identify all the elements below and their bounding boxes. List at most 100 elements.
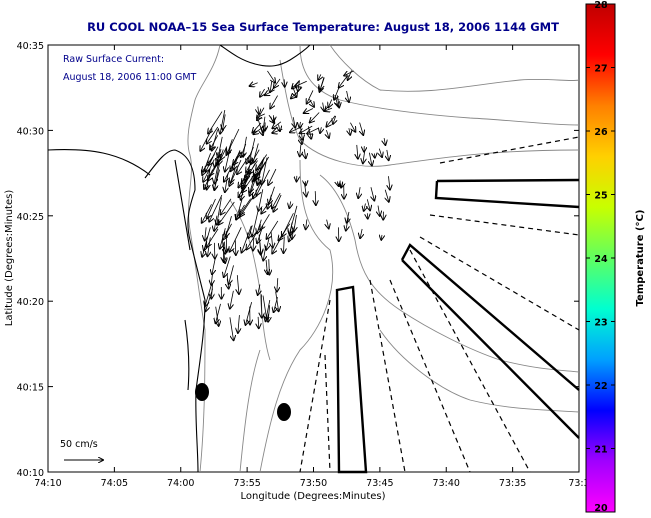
current-vector xyxy=(254,161,266,180)
current-vector xyxy=(301,127,303,140)
current-vector xyxy=(250,83,258,86)
current-vector xyxy=(289,201,290,208)
current-vector xyxy=(205,227,206,240)
current-vector xyxy=(358,187,360,198)
current-vector xyxy=(267,70,275,83)
current-vector xyxy=(360,122,364,135)
current-vector xyxy=(349,128,350,135)
y-tick-label: 40:35 xyxy=(17,41,44,52)
current-vector xyxy=(304,182,306,197)
current-vector xyxy=(220,110,226,134)
current-vector xyxy=(222,239,225,263)
y-tick-label: 40:10 xyxy=(17,468,44,479)
current-vector xyxy=(274,78,281,88)
current-vector xyxy=(205,285,212,306)
current-vector xyxy=(262,295,267,319)
colorbar-tick-label: 27 xyxy=(594,64,607,75)
current-vector xyxy=(258,284,260,294)
current-vector xyxy=(369,152,371,166)
current-vector xyxy=(241,143,247,157)
current-vector xyxy=(357,144,358,159)
current-vector xyxy=(257,219,262,234)
current-vector xyxy=(283,236,284,253)
sample-boxes xyxy=(335,178,580,474)
current-vector xyxy=(218,136,223,158)
current-vector xyxy=(207,126,219,144)
current-vector xyxy=(326,115,336,127)
current-vector xyxy=(221,198,232,215)
current-vector xyxy=(367,199,370,210)
current-vector xyxy=(207,237,210,256)
colorbar-tick-label: 28 xyxy=(594,0,608,11)
legend-line-2: August 18, 2006 11:00 GMT xyxy=(63,72,197,83)
current-vector xyxy=(320,127,321,133)
current-vector xyxy=(266,238,269,249)
current-vector xyxy=(223,223,232,240)
current-vector xyxy=(279,124,280,131)
scale-label: 50 cm/s xyxy=(60,439,98,450)
current-vector xyxy=(384,138,385,145)
current-vector xyxy=(214,163,219,184)
current-vector xyxy=(216,303,221,323)
current-vector xyxy=(272,121,282,129)
current-vector xyxy=(253,124,266,134)
colorbar-tick-label: 25 xyxy=(594,191,607,202)
current-vector xyxy=(245,301,253,325)
current-vector xyxy=(378,205,380,216)
current-vector xyxy=(328,99,331,108)
current-vector xyxy=(260,214,270,229)
current-vector xyxy=(259,234,261,255)
current-vector xyxy=(210,135,219,149)
current-vector xyxy=(223,114,226,129)
current-vector xyxy=(320,76,324,90)
current-vector xyxy=(277,278,278,291)
current-vector xyxy=(304,108,314,114)
current-vector xyxy=(387,149,389,160)
current-vector xyxy=(347,90,349,102)
x-tick-label: 74:05 xyxy=(101,478,128,489)
current-vector xyxy=(371,187,374,200)
plot-frame xyxy=(47,44,580,473)
current-vector xyxy=(229,265,234,284)
x-axis-label: Longitude (Degrees:Minutes) xyxy=(240,491,385,502)
current-vector xyxy=(268,305,270,322)
y-axis-ticks: 40:35 40:30 40:25 40:20 40:15 40:10 xyxy=(17,41,579,479)
current-vector xyxy=(238,315,240,333)
y-axis-label: Latitude (Degrees:Minutes) xyxy=(4,190,15,327)
transect-lines xyxy=(299,136,580,473)
current-vector xyxy=(276,291,279,312)
current-vector xyxy=(364,203,366,211)
current-vector xyxy=(337,95,339,107)
current-vector xyxy=(294,214,297,231)
x-tick-label: 73:45 xyxy=(366,478,393,489)
y-tick-label: 40:25 xyxy=(17,212,44,223)
current-vector xyxy=(306,219,307,229)
current-vector xyxy=(363,151,365,163)
current-vector xyxy=(340,182,341,187)
current-vector xyxy=(385,189,389,202)
current-vector xyxy=(307,127,319,134)
current-vector xyxy=(224,256,231,277)
y-tick-label: 40:20 xyxy=(17,297,44,308)
current-vector xyxy=(258,106,259,114)
current-vector xyxy=(267,220,279,239)
current-vector xyxy=(228,139,233,153)
surface-current-vectors xyxy=(200,70,390,340)
current-vector xyxy=(268,114,274,123)
colorbar-tick-label: 22 xyxy=(594,381,607,392)
current-vector xyxy=(211,274,212,284)
current-vector xyxy=(235,239,236,255)
current-vector xyxy=(272,229,287,253)
current-vector xyxy=(381,235,382,240)
current-vector xyxy=(284,79,285,86)
current-vector xyxy=(318,74,321,79)
current-vector xyxy=(231,150,241,171)
current-vector xyxy=(230,227,242,251)
current-vector xyxy=(308,126,311,138)
current-vector xyxy=(309,99,314,107)
current-vector xyxy=(344,70,354,76)
x-tick-label: 73:3 xyxy=(568,478,589,489)
current-vector xyxy=(202,204,212,222)
current-vector xyxy=(325,108,333,111)
